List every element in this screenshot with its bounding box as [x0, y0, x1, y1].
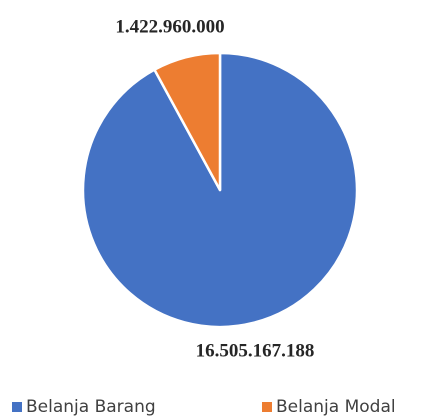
legend-swatch: [262, 402, 272, 412]
legend-label: Belanja Barang: [26, 397, 156, 417]
pie-slice: [153, 51, 222, 192]
legend-label: Belanja Modal: [276, 397, 396, 417]
legend-swatch: [12, 402, 22, 412]
data-label: 1.422.960.000: [115, 16, 224, 37]
pie-slice: [81, 51, 359, 329]
data-label: 16.505.167.188: [196, 340, 315, 361]
